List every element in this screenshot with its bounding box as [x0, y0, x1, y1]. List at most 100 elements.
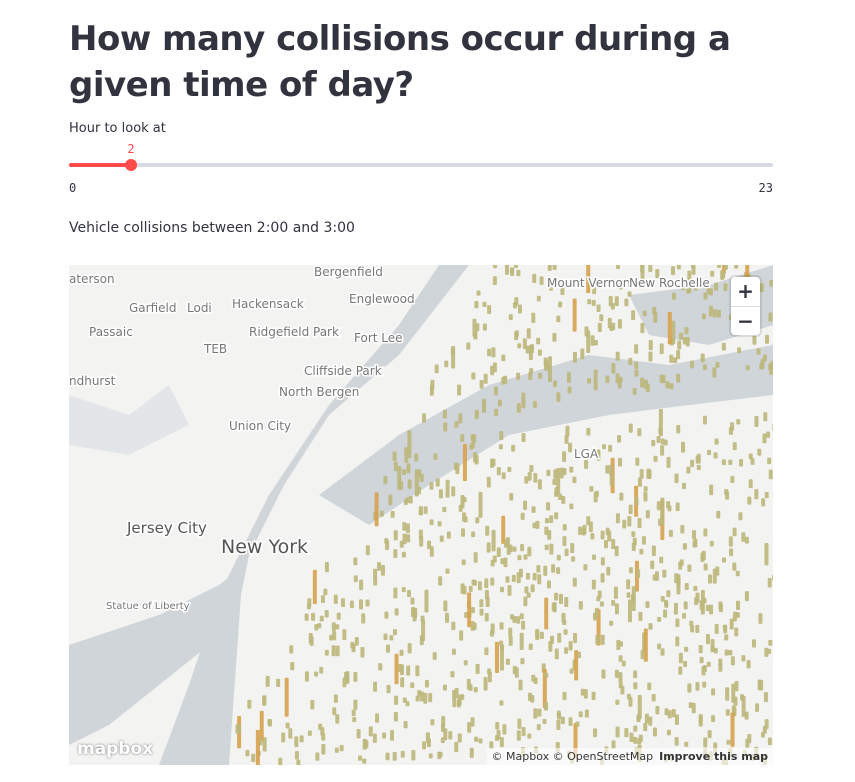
collision-column: [611, 538, 616, 550]
collision-column: [759, 283, 764, 292]
collision-column: [528, 372, 533, 380]
collision-column: [684, 646, 689, 652]
collision-column: [745, 365, 750, 371]
collision-column: [362, 758, 367, 764]
map[interactable]: aterson Bergenfield Mount Vernon New Rochel…: [69, 265, 773, 765]
collision-column: [619, 641, 624, 647]
collision-column: [474, 409, 479, 420]
collision-column: [523, 554, 528, 560]
collision-column: [317, 623, 322, 629]
zoom-in[interactable]: +: [737, 279, 754, 303]
collision-column: [353, 557, 358, 566]
collision-column: [406, 665, 411, 676]
collision-column: [372, 733, 377, 743]
slider-label: Hour to look at: [69, 121, 166, 136]
collision-column: [452, 699, 457, 708]
collision-column: [645, 510, 650, 519]
zoom-out[interactable]: −: [731, 306, 760, 336]
collision-column: [462, 512, 467, 522]
collision-column: [760, 358, 765, 370]
collision-column: [546, 502, 551, 511]
collision-column: [479, 380, 484, 389]
collision-column: [572, 351, 577, 363]
collision-column: [564, 435, 569, 444]
collision-column: [643, 491, 648, 502]
collision-column: [450, 671, 455, 678]
collision-column: [390, 510, 395, 518]
collision-column: [557, 633, 562, 643]
slider-thumb[interactable]: [125, 159, 138, 171]
collision-column: [664, 708, 669, 716]
collision-column: [516, 730, 521, 741]
collision-column: [314, 624, 319, 631]
collision-column: [738, 512, 743, 521]
collision-column: [466, 342, 471, 350]
collision-column: [339, 745, 344, 752]
collision-column: [439, 535, 444, 542]
collision-column: [664, 599, 669, 606]
collision-column: [514, 265, 519, 269]
collision-column: [404, 454, 409, 463]
collision-column: [457, 733, 462, 743]
collision-column: [569, 466, 574, 473]
meadowlands: [69, 385, 189, 455]
collision-column: [663, 439, 668, 446]
slider[interactable]: 20 23: [69, 140, 773, 200]
collision-column: [641, 536, 646, 545]
collision-column: [419, 473, 424, 482]
collision-column: [278, 757, 283, 765]
collision-column: [747, 496, 752, 505]
collision-column: [527, 733, 532, 739]
collision-column: [474, 300, 479, 309]
collision-column: [359, 599, 364, 610]
collision-column: [393, 549, 398, 558]
collision-column: [451, 621, 456, 631]
collision-column: [764, 543, 769, 566]
collision-column: [715, 361, 720, 368]
place-label: Hackensack: [232, 297, 304, 311]
collision-column: [414, 453, 419, 462]
collision-column: [472, 622, 477, 631]
collision-column: [323, 588, 328, 596]
collision-column: [703, 292, 708, 300]
collision-column: [501, 472, 506, 480]
collision-column: [666, 590, 671, 598]
improve-link[interactable]: Improve this map: [659, 750, 768, 763]
collision-column: [660, 648, 665, 656]
collision-column: [430, 379, 435, 390]
collision-column: [403, 499, 408, 505]
collision-column: [285, 722, 290, 729]
caption: Vehicle collisions between 2:00 and 3:00: [69, 220, 355, 236]
collision-column: [639, 548, 644, 555]
collision-column: [675, 618, 680, 628]
collision-column: [364, 740, 369, 749]
collision-column: [379, 510, 384, 517]
collision-column: [350, 641, 355, 649]
collision-column: [627, 291, 632, 297]
collision-column: [714, 282, 719, 291]
place-label: LGA: [574, 447, 599, 461]
collision-column: [259, 710, 264, 742]
collision-column: [681, 283, 686, 291]
collision-column: [461, 528, 466, 537]
collision-column: [593, 339, 598, 346]
collision-column: [443, 422, 448, 432]
page-title: How many collisions occur during a given…: [69, 19, 731, 105]
mapbox-logo[interactable]: mapbox: [77, 739, 154, 759]
collision-column: [400, 677, 405, 688]
collision-column: [403, 721, 408, 729]
collision-column: [659, 343, 664, 355]
collision-column: [684, 741, 689, 747]
collision-column: [767, 577, 772, 588]
collision-column: [741, 655, 746, 662]
collision-column: [651, 439, 656, 447]
collision-column: [674, 737, 679, 746]
collision-column: [532, 572, 537, 581]
collision-column: [651, 693, 656, 702]
collision-column: [482, 323, 487, 331]
collision-column: [318, 723, 323, 730]
collision-column: [720, 270, 725, 280]
collision-column: [418, 529, 423, 540]
collision-column: [707, 449, 712, 456]
